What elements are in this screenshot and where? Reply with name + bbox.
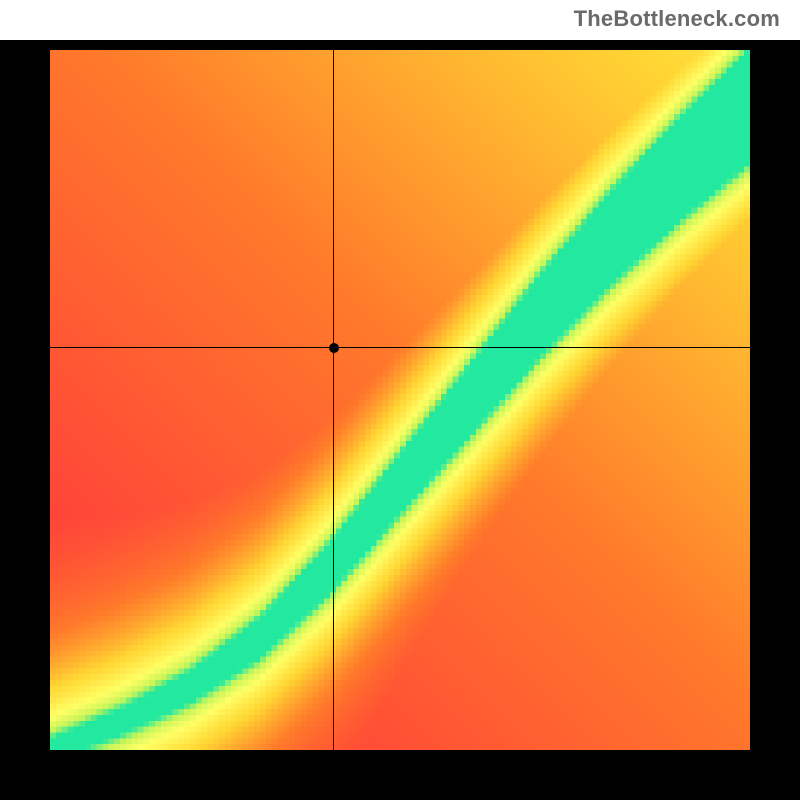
heatmap-plot <box>50 50 750 750</box>
crosshair-vertical <box>333 50 334 750</box>
heatmap-canvas <box>50 50 750 750</box>
crosshair-marker <box>329 343 339 353</box>
crosshair-horizontal <box>50 347 750 348</box>
plot-frame <box>0 40 800 800</box>
attribution-text: TheBottleneck.com <box>574 6 780 32</box>
